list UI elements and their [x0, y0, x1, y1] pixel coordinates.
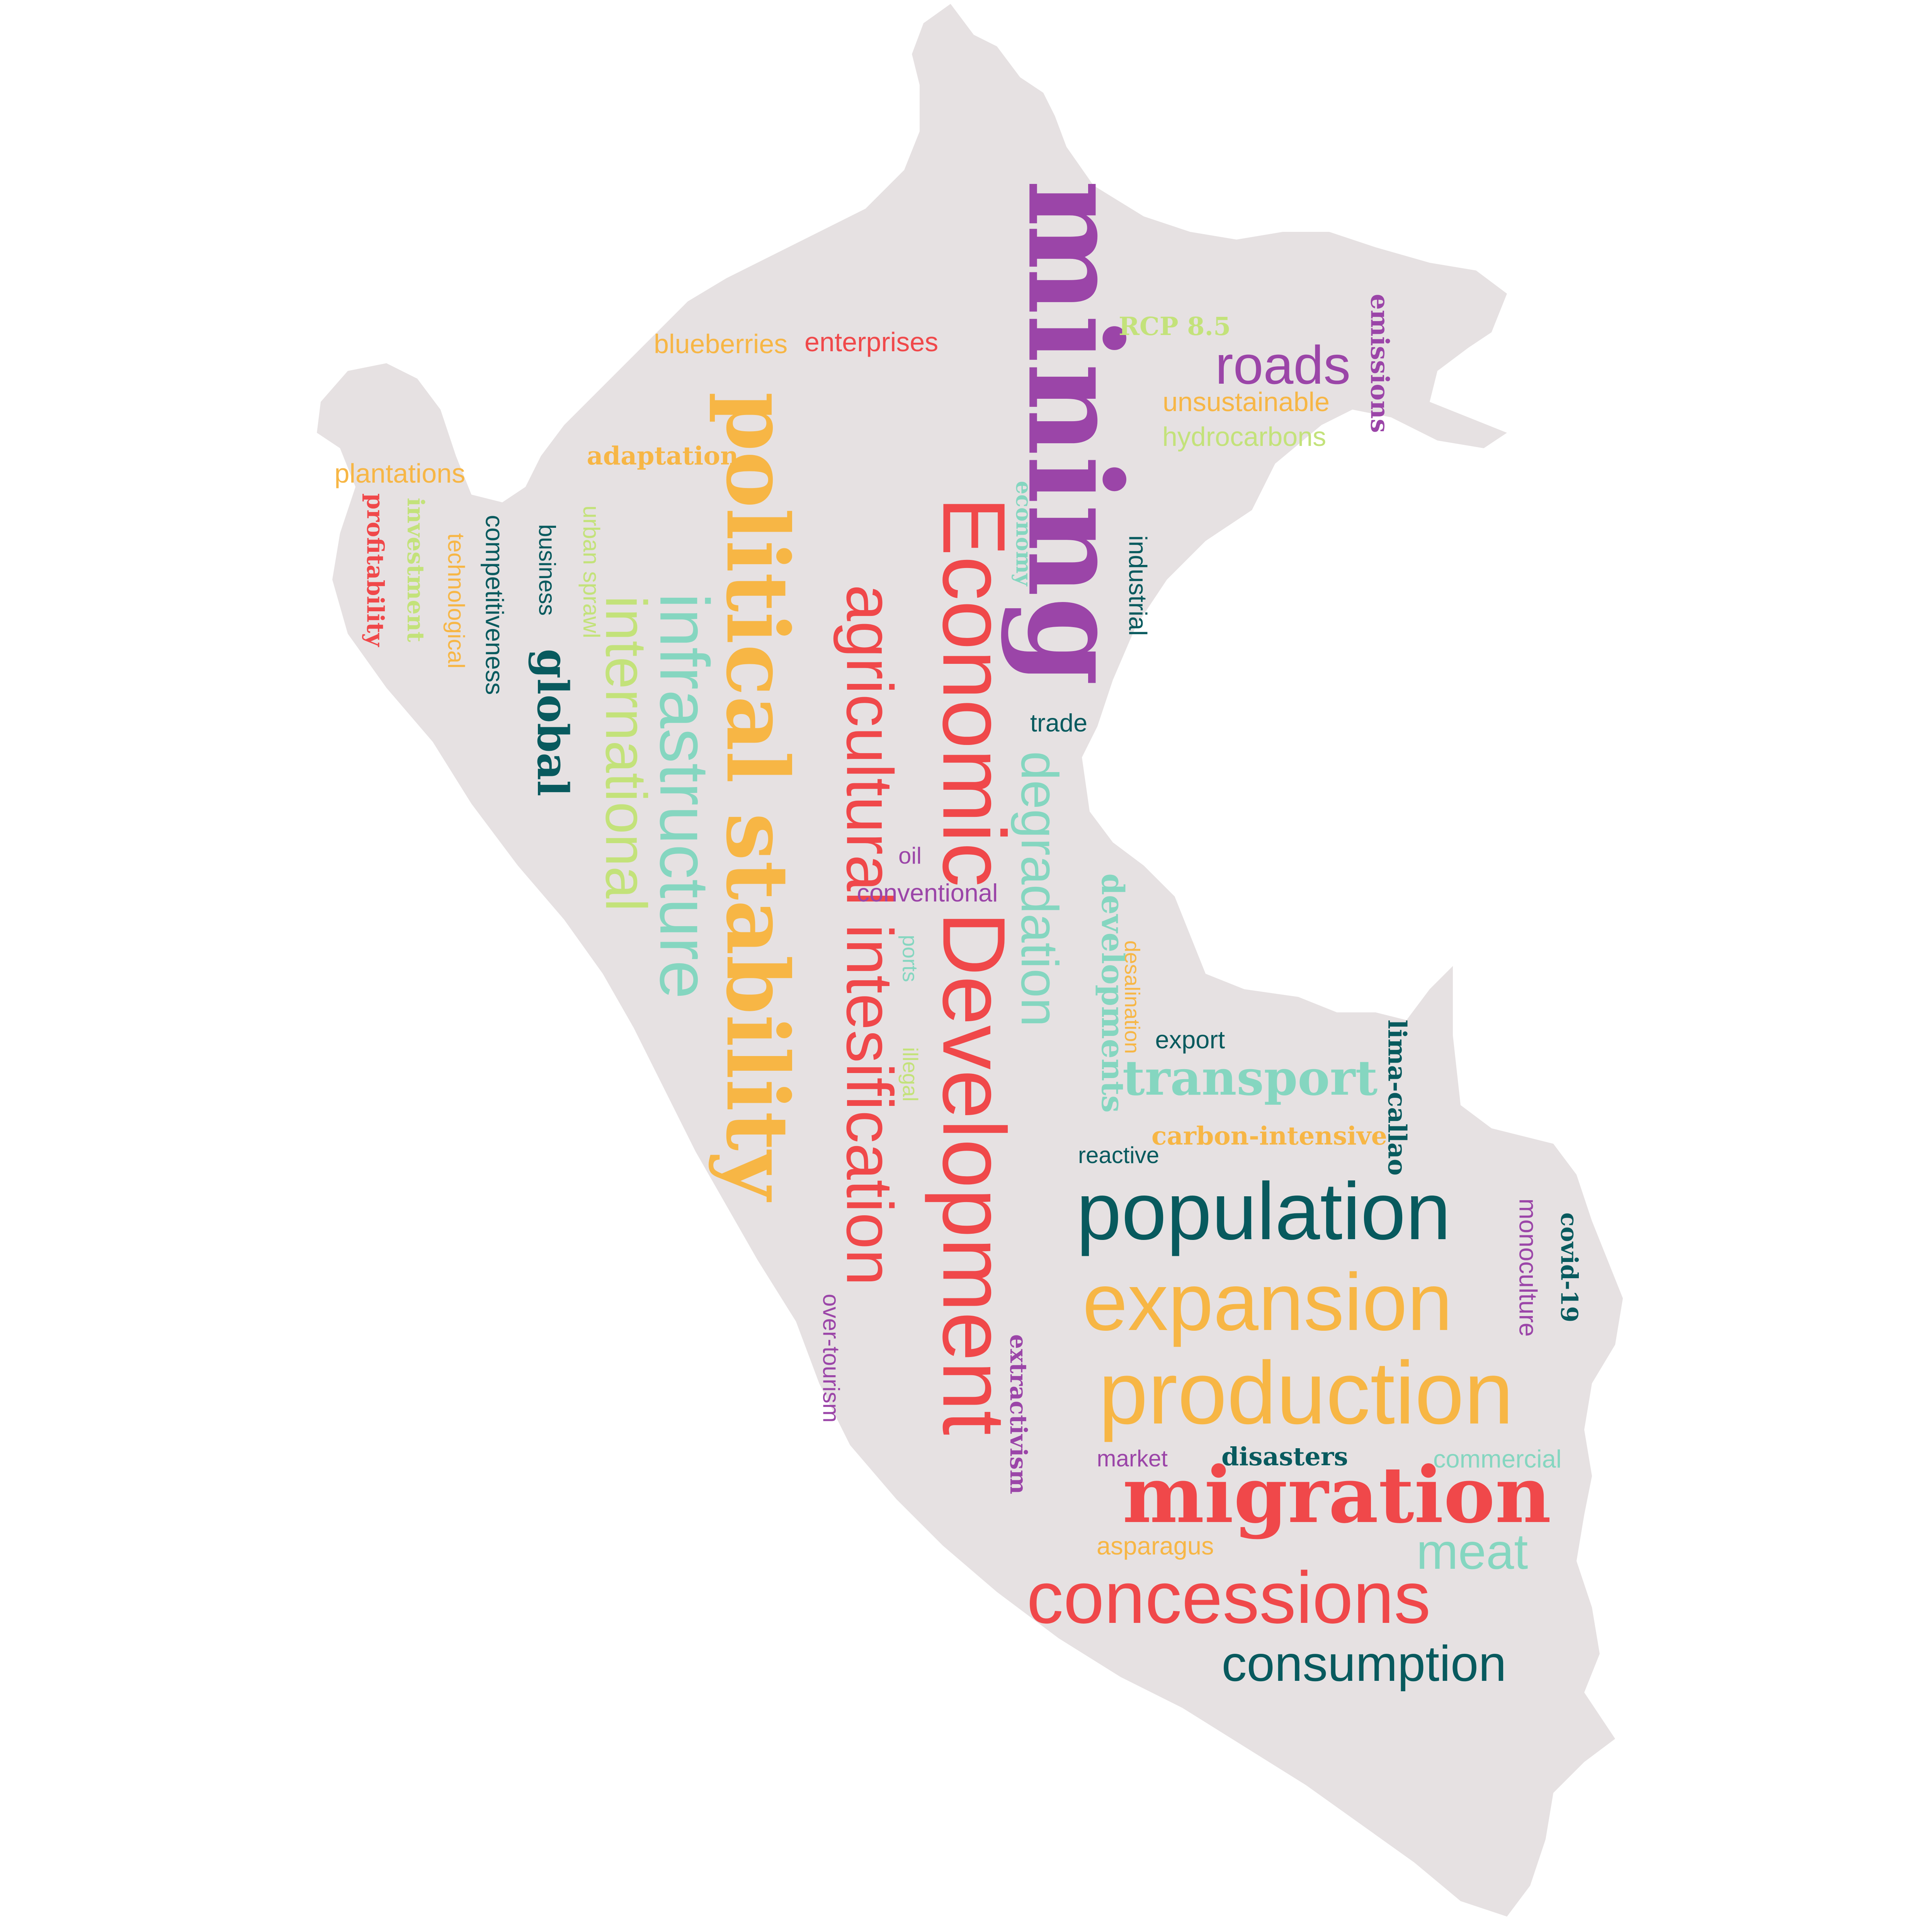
word-asparagus: asparagus: [1097, 1531, 1214, 1560]
word-roads: roads: [1215, 335, 1351, 395]
word-mining: mining: [999, 179, 1149, 686]
word-commercial: commercial: [1433, 1444, 1562, 1473]
word-blueberries: blueberries: [654, 329, 788, 359]
word-conventional: conventional: [857, 878, 998, 907]
word-enterprises: enterprises: [804, 327, 939, 357]
word-production: production: [1099, 1343, 1514, 1442]
word-reactive: reactive: [1078, 1142, 1160, 1168]
word-population: population: [1076, 1166, 1451, 1257]
word-concessions: concessions: [1027, 1557, 1431, 1639]
word-desalination: desalination: [1120, 940, 1145, 1054]
word-transport: transport: [1122, 1049, 1378, 1106]
map-shape: [317, 4, 1623, 1917]
word-urban-sprawl: urban sprawl: [578, 505, 604, 638]
word-over-tourism: over-tourism: [818, 1294, 844, 1423]
word-emissions: emissions: [1365, 294, 1395, 433]
word-export: export: [1155, 1025, 1225, 1054]
word-hydrocarbons: hydrocarbons: [1162, 422, 1327, 452]
word-carbon-intensive: carbon-intensive: [1151, 1121, 1387, 1151]
word-trade: trade: [1030, 708, 1088, 737]
word-extractivism: extractivism: [1005, 1334, 1032, 1495]
word-expansion: expansion: [1082, 1257, 1452, 1347]
word-monoculture: monoculture: [1514, 1198, 1543, 1337]
word-unsustainable: unsustainable: [1163, 387, 1330, 417]
word-plantations: plantations: [334, 458, 466, 488]
word-oil: oil: [898, 843, 922, 869]
word-meat: meat: [1416, 1523, 1528, 1580]
word-agricultural-intesification: agricultural intesification: [833, 584, 906, 1286]
word-global: global: [528, 648, 578, 797]
word-market: market: [1097, 1446, 1168, 1471]
word-migration: migration: [1122, 1450, 1551, 1541]
word-political-stability: political stability: [707, 392, 808, 1200]
word-industrial: industrial: [1124, 535, 1152, 636]
word-economic-development: Economic Development: [924, 497, 1024, 1435]
word-investment: investment: [401, 498, 429, 642]
word-competitiveness: competitiveness: [480, 514, 509, 695]
word-illegal: illegal: [898, 1047, 922, 1102]
word-infrastructure: infrastructure: [645, 593, 723, 999]
word-rcp-8-5: RCP 8.5: [1119, 311, 1231, 341]
word-covid-19: covid-19: [1555, 1212, 1582, 1323]
word-degradation: degradation: [1010, 751, 1069, 1027]
word-business: business: [534, 524, 560, 616]
word-consumption: consumption: [1221, 1635, 1507, 1692]
word-disasters: disasters: [1221, 1442, 1348, 1471]
word-technological: technological: [443, 533, 469, 669]
word-adaptation: adaptation: [587, 441, 739, 471]
word-economy: economy: [1011, 481, 1037, 586]
word-lima-callao: lima-callao: [1382, 1019, 1412, 1175]
word-ports: ports: [898, 934, 922, 982]
word-profitability: profitability: [361, 493, 388, 647]
word-international: international: [594, 595, 659, 912]
